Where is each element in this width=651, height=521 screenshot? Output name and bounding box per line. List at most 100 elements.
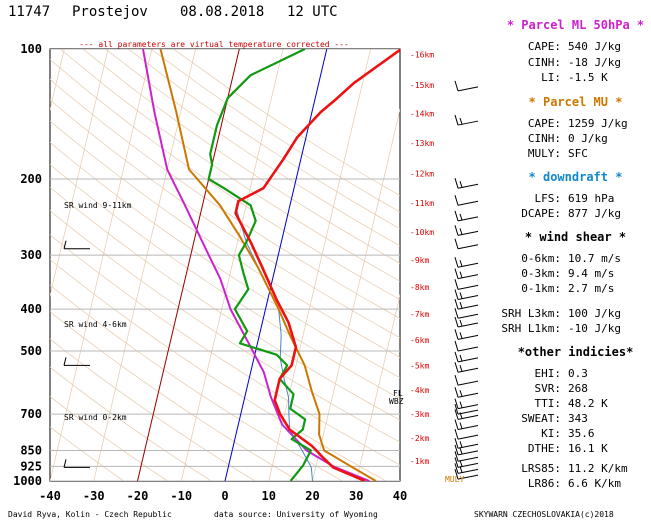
wind-barb-flag xyxy=(454,409,459,420)
wind-barb xyxy=(454,444,479,456)
wind-barb-flag xyxy=(454,451,459,462)
wind-barb xyxy=(454,225,479,236)
wind-barb-flag xyxy=(454,210,459,222)
mu-muly-key: MULY: xyxy=(527,147,561,160)
height-label: -4km xyxy=(410,386,429,395)
height-label: -16km xyxy=(410,51,434,60)
wind-barb xyxy=(454,398,479,410)
dcape-value: 877 J/kg xyxy=(568,207,621,220)
lrs85-key: LRS85: xyxy=(521,462,561,475)
temperature-tick-label: -40 xyxy=(39,489,61,503)
ml-cape-key: CAPE: xyxy=(527,40,561,53)
sr-wind-mid-label: SR wind 4-6km xyxy=(64,320,127,329)
dry-adiabat xyxy=(50,186,400,421)
wind-barb xyxy=(454,468,479,480)
wind-shear-title: * wind shear * xyxy=(524,230,627,244)
wind-barb-flag xyxy=(459,271,463,278)
wind-barb-staff xyxy=(457,367,479,373)
station-id: 11747 xyxy=(8,4,50,20)
wind-barb xyxy=(454,289,479,300)
tti-value: 48.2 K xyxy=(568,397,608,410)
wind-barb-flag xyxy=(459,213,463,221)
wind-barb-flag xyxy=(459,390,463,397)
dcape-key: DCAPE: xyxy=(521,207,561,220)
ki-value: 35.6 xyxy=(568,427,595,440)
wind-barb xyxy=(454,438,479,449)
wind-barb xyxy=(454,375,479,386)
ml-parcel-title: * Parcel ML 50hPa * xyxy=(506,18,645,32)
mu-cinh-key: CINH: xyxy=(527,132,561,145)
wind-barb xyxy=(454,463,479,474)
dry-adiabat xyxy=(50,58,400,301)
height-labels: -1km -2km -3km -4km -5km -6km -7km -8km -9km -10k… xyxy=(410,51,434,467)
wind-barb-flag xyxy=(454,375,459,386)
wet-bulb-zero-label: WBZ xyxy=(389,397,404,406)
srh-3km-value: 100 J/kg xyxy=(568,307,621,320)
wind-barb xyxy=(454,298,479,310)
isotherm-line xyxy=(0,49,21,481)
wind-barb-flag xyxy=(454,80,459,92)
wind-barb-flag xyxy=(454,457,459,468)
dry-adiabat xyxy=(82,49,400,264)
mu-parcel-title: * Parcel MU * xyxy=(528,95,623,109)
wind-barb-flag xyxy=(454,468,459,480)
height-label: -3km xyxy=(410,410,429,419)
ki-key: KI: xyxy=(541,427,561,440)
wind-barb-staff xyxy=(457,120,479,126)
pressure-tick-label: 850 xyxy=(20,444,42,458)
virtual-temp-note: --- all parameters are virtual temperatu… xyxy=(79,40,349,49)
temperature-tick-label: -30 xyxy=(83,489,105,503)
shear-06-key: 0-6km: xyxy=(521,252,561,265)
wind-barb xyxy=(454,329,479,340)
wind-barb-flag xyxy=(454,329,459,340)
shear-03-value: 9.4 m/s xyxy=(568,267,615,280)
wind-barb-flag xyxy=(459,292,463,299)
footer-author: David Ryva, Kolin - Czech Republic xyxy=(8,510,172,519)
svr-key: SVR: xyxy=(534,382,562,395)
footer-copyright: SKYWARN CZECHOSLOVAKIA(c)2018 xyxy=(474,510,614,519)
wind-barb-staff xyxy=(457,262,479,268)
sr-wind-barb-flag xyxy=(63,459,67,468)
mu-cape-value: 1259 J/kg xyxy=(568,117,628,130)
ehi-value: 0.3 xyxy=(568,367,588,380)
wind-barb-flag xyxy=(459,466,463,473)
sounding-date: 08.08.2018 xyxy=(180,4,264,20)
height-label: -7km xyxy=(410,310,429,319)
wind-barb-flag xyxy=(459,117,463,125)
sr-wind-barb xyxy=(63,357,90,366)
wind-barb-flag xyxy=(454,419,459,430)
freezing-level-label: FL xyxy=(393,389,403,398)
wind-barb-staff xyxy=(457,392,479,398)
wind-barb-staff xyxy=(457,434,479,440)
wind-barb xyxy=(454,362,479,373)
shear-06-value: 10.7 m/s xyxy=(568,252,621,265)
wind-barb xyxy=(454,210,479,222)
wind-barb-flag xyxy=(454,428,459,440)
wind-barb-flag xyxy=(454,463,459,474)
wind-barb-staff xyxy=(457,409,479,415)
wind-barb xyxy=(454,340,479,352)
wind-barb-staff xyxy=(457,474,479,480)
sr-wind-barb xyxy=(63,240,90,250)
lr86-value: 6.6 K/km xyxy=(568,477,621,490)
sr-wind-barb-flag xyxy=(63,357,67,366)
dry-adiabat xyxy=(105,49,400,247)
sweat-value: 343 xyxy=(568,412,588,425)
temperature-tick-label: 0 xyxy=(221,489,228,503)
wind-barb-flag xyxy=(454,289,459,300)
wind-barb-flag xyxy=(454,398,459,409)
downdraft-title: * downdraft * xyxy=(528,170,623,184)
minus20-isotherm xyxy=(137,49,240,481)
wind-barb-flag xyxy=(454,340,459,352)
wind-barb-flag xyxy=(454,387,459,398)
wind-barb xyxy=(454,451,479,462)
wind-barb-staff xyxy=(457,86,479,92)
wind-barb-staff xyxy=(457,216,479,222)
lfs-value: 619 hPa xyxy=(568,192,615,205)
wind-barb xyxy=(454,257,479,268)
sr-wind-barb xyxy=(63,459,90,468)
wind-barb-flag xyxy=(454,298,459,310)
dthe-value: 16.1 K xyxy=(568,442,608,455)
